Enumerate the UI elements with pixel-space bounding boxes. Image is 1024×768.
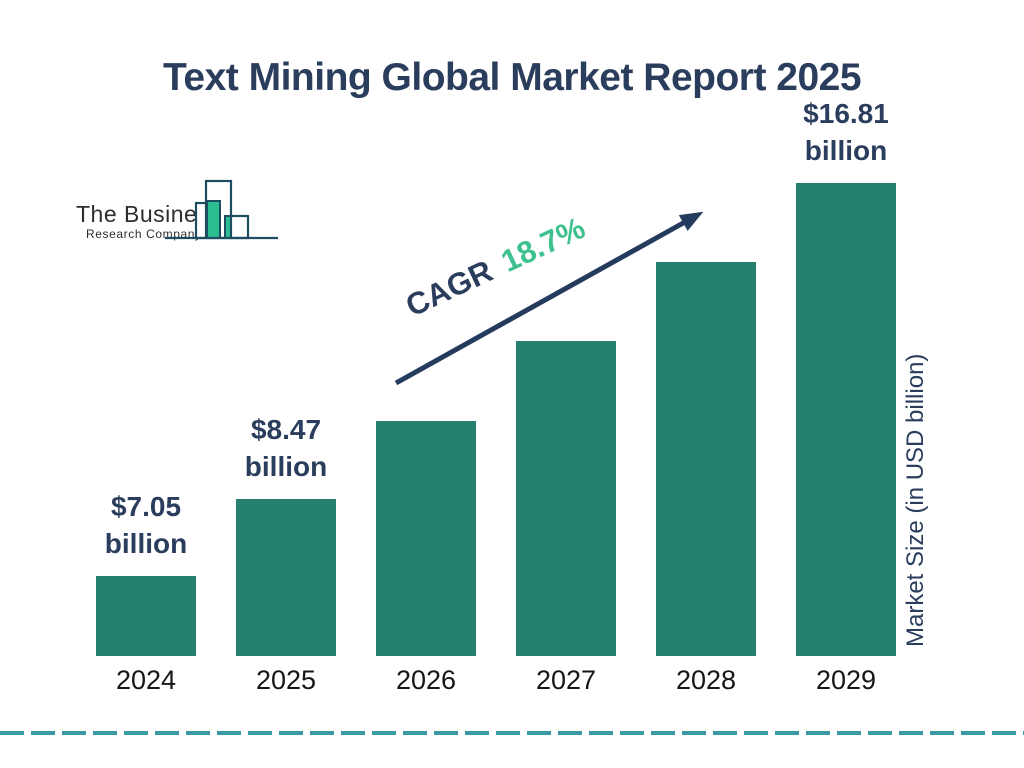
value-label-2024: $7.05 billion: [76, 488, 216, 562]
bar-2024: [96, 576, 196, 656]
value-label-line: $7.05: [110, 491, 182, 522]
value-label-2025: $8.47 billion: [216, 411, 356, 485]
bar-column-2026: 2026: [376, 0, 476, 695]
x-tick-2027: 2027: [535, 665, 597, 695]
value-label-line: $8.47: [250, 414, 322, 445]
bar-column-2027: 2027: [516, 0, 616, 695]
bar-2027: [516, 341, 616, 656]
chart-title: Text Mining Global Market Report 2025: [162, 56, 862, 100]
bar-2026: [376, 421, 476, 656]
bar-column-2028: 2028: [656, 0, 756, 695]
bar-chart: $7.05 billion 2024 $8.47 billion 2025 2026 2027…: [96, 0, 896, 695]
bar-column-2024: $7.05 billion 2024: [96, 0, 196, 695]
bar-column-2029: $16.81 billion 2029: [796, 0, 896, 695]
value-label-line: billion: [244, 451, 328, 482]
value-label-line: $16.81: [803, 98, 889, 129]
x-tick-2026: 2026: [395, 665, 457, 695]
value-label-2029: $16.81 billion: [776, 95, 916, 169]
x-tick-2028: 2028: [675, 665, 737, 695]
bar-2025: [236, 499, 336, 656]
x-tick-2024: 2024: [115, 665, 177, 695]
x-tick-2029: 2029: [815, 665, 877, 695]
bar-2028: [656, 262, 756, 656]
bottom-dashed-line: [0, 731, 1024, 735]
company-logo: The Business Research Company: [66, 168, 282, 248]
bar-2029: [796, 183, 896, 656]
value-label-line: billion: [804, 135, 888, 166]
value-label-line: billion: [104, 528, 188, 559]
x-tick-2025: 2025: [255, 665, 317, 695]
y-axis-label: Market Size (in USD billion): [902, 353, 929, 647]
bar-column-2025: $8.47 billion 2025: [236, 0, 336, 695]
logo-bar-chart-icon: [165, 179, 278, 240]
